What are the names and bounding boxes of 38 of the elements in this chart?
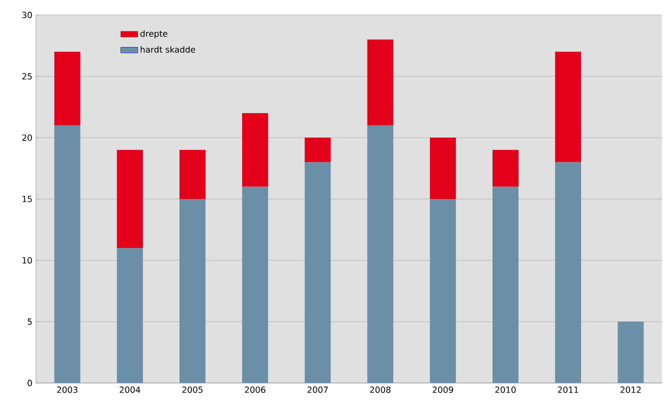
bar <box>555 52 582 162</box>
y-tick-label: 20 <box>22 134 32 141</box>
x-tick-label: 2006 <box>244 386 266 393</box>
bar <box>180 150 206 199</box>
bar <box>304 138 331 162</box>
legend-label: hardt skadde <box>140 46 196 53</box>
x-tick-label: 2003 <box>57 386 78 393</box>
bar <box>180 199 206 383</box>
x-tick-label: 2008 <box>370 386 390 393</box>
y-tick-label: 5 <box>28 318 32 325</box>
bar <box>618 322 644 383</box>
bar <box>555 162 582 383</box>
bar <box>304 162 331 383</box>
bar <box>367 125 394 383</box>
y-tick-label: 25 <box>22 73 32 80</box>
y-tick-label: 30 <box>22 12 32 18</box>
bar <box>242 113 268 187</box>
y-tick-label: 0 <box>28 380 32 386</box>
bar <box>492 186 518 383</box>
bar <box>116 150 143 248</box>
x-tick-label: 2007 <box>308 386 328 393</box>
x-tick-label: 2009 <box>432 386 454 393</box>
x-tick-label: 2005 <box>182 386 203 393</box>
bar <box>367 40 394 126</box>
bar <box>242 186 268 383</box>
y-tick-label: 10 <box>22 257 32 264</box>
x-tick-label: 2011 <box>558 386 578 393</box>
legend-label: drepte <box>140 30 168 38</box>
bar <box>430 199 456 383</box>
bar <box>430 138 456 199</box>
y-tick-label: 15 <box>22 196 32 202</box>
x-tick-label: 2004 <box>120 386 140 393</box>
x-tick-label: 2010 <box>495 386 516 393</box>
bar <box>492 150 518 187</box>
bar <box>116 248 143 383</box>
bar <box>54 52 80 126</box>
x-tick-label: 2012 <box>620 386 641 393</box>
bar <box>54 125 80 383</box>
